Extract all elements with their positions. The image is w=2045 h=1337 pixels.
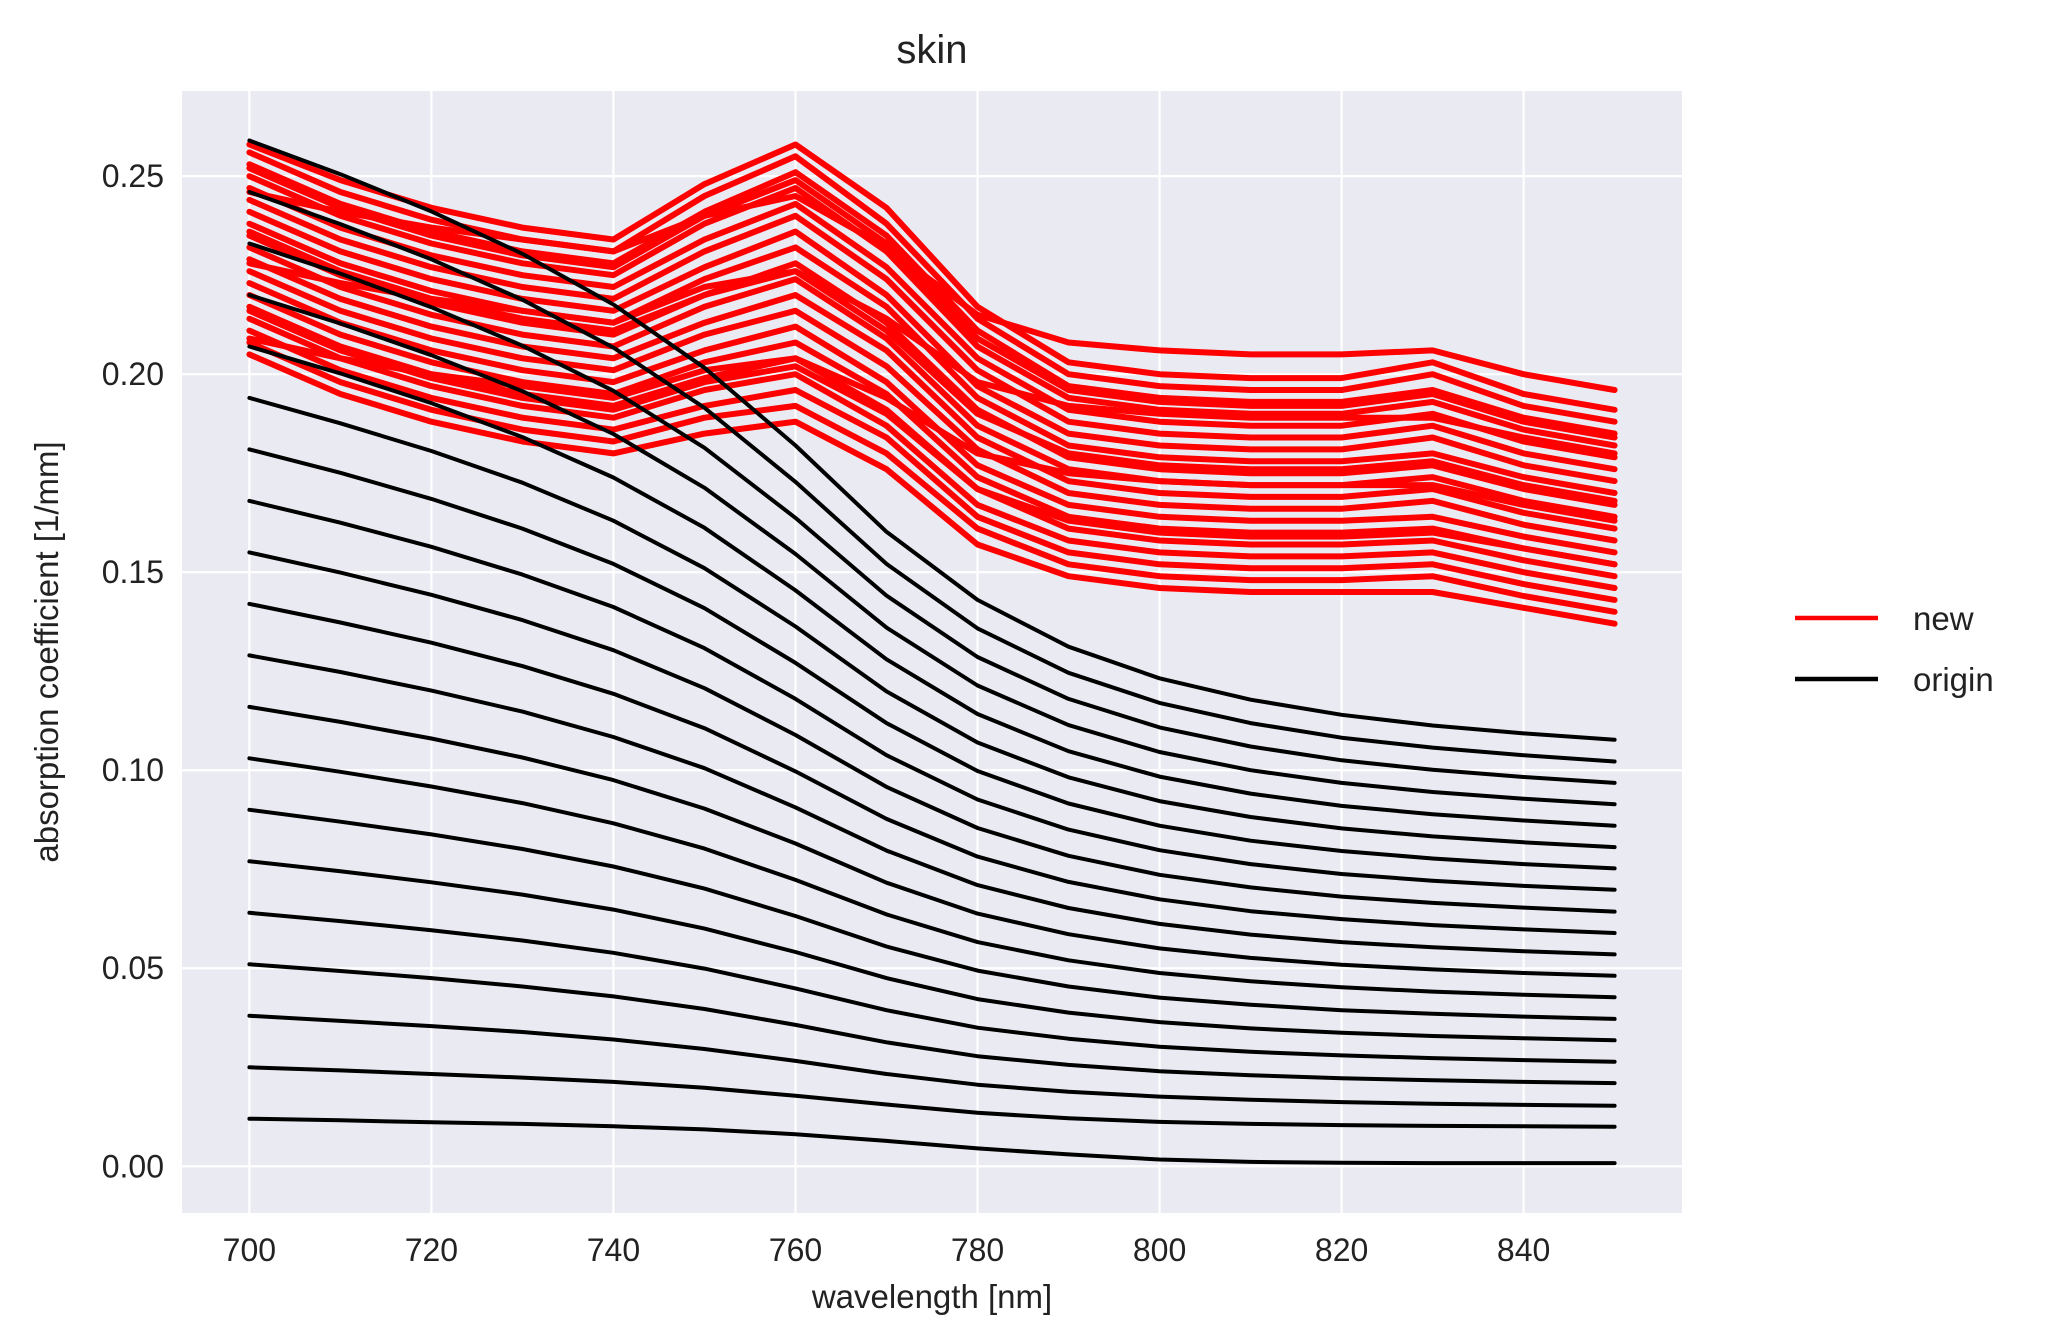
origin-series-line: [247, 601, 1617, 935]
series-new: [246, 141, 1618, 627]
chart-title: skin: [896, 28, 967, 72]
new-series-line: [246, 173, 1618, 449]
new-series-line: [246, 208, 1618, 485]
origin-series-line: [247, 910, 1617, 1064]
y-tick-label: 0.05: [102, 950, 164, 986]
x-tick-label: 800: [1133, 1232, 1186, 1268]
origin-series-line: [247, 190, 1617, 764]
origin-series-line: [247, 756, 1617, 1000]
origin-series-line: [247, 653, 1617, 957]
origin-series-line: [247, 550, 1617, 914]
y-tick-label: 0.15: [102, 554, 164, 590]
origin-series-line: [247, 704, 1617, 978]
new-series-line: [246, 268, 1618, 544]
y-axis-ticks: 0.00 0.05 0.10 0.15 0.20 0.25: [102, 158, 164, 1184]
x-axis-ticks: 700 720 740 760 780 800 820 840: [223, 1232, 1551, 1268]
new-series-line: [246, 327, 1618, 603]
origin-series-line: [247, 962, 1617, 1086]
new-series-line: [246, 315, 1618, 591]
y-tick-label: 0.25: [102, 158, 164, 194]
new-series-line: [246, 228, 1618, 504]
origin-series-line: [247, 138, 1617, 742]
x-tick-label: 700: [223, 1232, 276, 1268]
y-axis-label: absorption coefficient [1/mm]: [28, 441, 65, 862]
new-series-line: [246, 307, 1618, 568]
legend: new origin: [1795, 600, 1994, 698]
y-tick-label: 0.00: [102, 1148, 164, 1184]
x-tick-label: 780: [951, 1232, 1004, 1268]
origin-series-line: [247, 498, 1617, 892]
new-series-line: [246, 141, 1618, 413]
x-tick-label: 740: [587, 1232, 640, 1268]
x-tick-label: 760: [769, 1232, 822, 1268]
origin-series-line: [247, 859, 1617, 1043]
legend-label-new: new: [1913, 600, 1974, 637]
new-series-line: [246, 256, 1618, 532]
x-tick-label: 720: [405, 1232, 458, 1268]
origin-series-line: [247, 447, 1617, 871]
origin-series-line: [247, 807, 1617, 1021]
origin-series-line: [247, 1065, 1617, 1129]
origin-series-line: [247, 395, 1617, 850]
series-origin: [247, 138, 1617, 1166]
x-tick-label: 820: [1315, 1232, 1368, 1268]
new-series-line: [246, 196, 1618, 473]
origin-series-line: [247, 1116, 1617, 1166]
origin-series-line: [247, 293, 1617, 807]
y-tick-label: 0.20: [102, 356, 164, 392]
new-series-line: [246, 260, 1618, 457]
new-series-line: [246, 351, 1618, 627]
x-axis-label: wavelength [nm]: [811, 1278, 1052, 1315]
new-series-line: [246, 165, 1618, 441]
new-series-line: [246, 232, 1618, 508]
origin-series-line: [247, 344, 1617, 828]
x-tick-label: 840: [1497, 1232, 1550, 1268]
origin-series-line: [247, 241, 1617, 785]
new-series-line: [246, 149, 1618, 425]
y-tick-label: 0.10: [102, 752, 164, 788]
new-series-line: [246, 335, 1618, 524]
legend-label-origin: origin: [1913, 661, 1994, 698]
origin-series-line: [247, 1013, 1617, 1108]
